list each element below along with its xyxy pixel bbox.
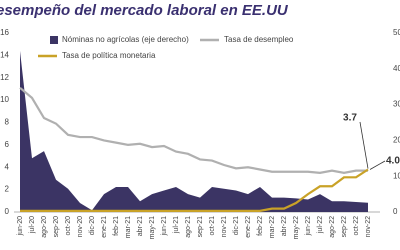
x-tick-label: ago-22	[329, 216, 336, 238]
line	[20, 168, 369, 212]
x-tick-label: jun-22	[305, 216, 312, 237]
legend-label: Tasa de desempleo	[224, 35, 294, 44]
chart-title: esempeño del mercado laboral en EE.UU	[0, 2, 289, 19]
x-tick-label: jul-21	[173, 216, 180, 234]
legend-label: Tasa de política monetaria	[62, 51, 156, 60]
x-tick-label: mar-22	[269, 216, 276, 238]
x-tick-label: ago-20	[41, 216, 48, 238]
x-tick-label: dic-20	[89, 216, 96, 235]
x-tick-label: jul-22	[317, 216, 324, 234]
y-tick-label: 0	[5, 207, 10, 216]
y-tick-label: 6	[5, 140, 10, 149]
x-tick-label: may-21	[149, 216, 156, 239]
x-tick-label: mar-21	[125, 216, 132, 238]
x-tick-label: sep-22	[341, 216, 348, 238]
line	[19, 86, 368, 174]
x-tick-label: nov-22	[365, 216, 372, 238]
x-tick-label: nov-21	[221, 216, 228, 238]
y2-tick-label: 3000	[393, 100, 400, 109]
area	[20, 50, 368, 213]
annotation: 4.0	[386, 156, 400, 167]
y-tick-label: 4	[5, 162, 10, 171]
x-tick-label: abr-22	[281, 216, 288, 236]
y2-tick-label: 5000	[393, 28, 400, 37]
x-tick-label: may-22	[293, 216, 300, 239]
x-tick-label: oct-22	[353, 216, 360, 236]
y-tick-label: 8	[5, 118, 10, 127]
x-tick-label: dic-21	[233, 216, 240, 235]
y-tick-label: 14	[0, 50, 9, 59]
x-tick-label: sep-21	[197, 216, 204, 238]
y2-tick-label: 2000	[393, 136, 400, 145]
annotation-arrow	[359, 121, 369, 169]
legend-swatch	[50, 36, 58, 44]
y-tick-label: 12	[0, 73, 9, 82]
y-tick-label: 16	[0, 28, 9, 37]
x-tick-label: ene-21	[101, 216, 108, 238]
x-tick-label: ene-22	[245, 216, 252, 238]
x-tick-label: jun-21	[161, 216, 168, 237]
y2-tick-label: 4000	[393, 64, 400, 73]
x-tick-label: jul-20	[29, 216, 36, 234]
annotation-arrow	[369, 160, 386, 170]
x-tick-label: abr-21	[137, 216, 144, 236]
y-tick-label: 2	[5, 185, 10, 194]
x-tick-label: sep-20	[53, 216, 60, 238]
x-tick-label: feb-21	[113, 216, 120, 236]
x-tick-label: nov-20	[77, 216, 84, 238]
x-tick-label: oct-21	[209, 216, 216, 236]
x-tick-label: feb-22	[257, 216, 264, 236]
legend-label: Nóminas no agrícolas (eje derecho)	[62, 35, 189, 44]
y2-tick-label: 0	[393, 207, 398, 216]
x-tick-label: oct-20	[65, 216, 72, 236]
x-tick-label: jun-20	[17, 216, 24, 237]
y-tick-label: 10	[0, 95, 9, 104]
annotation: 3.7	[343, 113, 357, 124]
x-tick-label: ago-21	[185, 216, 192, 238]
y2-tick-label: 1000	[393, 171, 400, 180]
